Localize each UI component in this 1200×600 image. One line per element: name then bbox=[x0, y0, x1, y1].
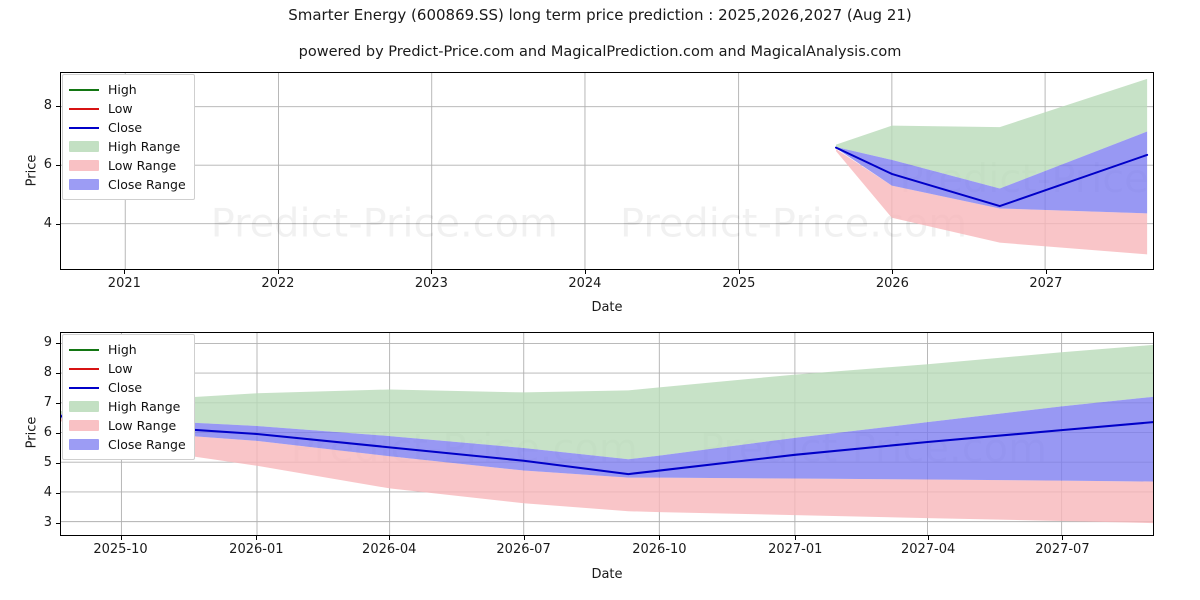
legend-line-swatch-icon bbox=[69, 121, 99, 134]
x-tick-mark bbox=[256, 536, 258, 540]
legend-patch-swatch-icon bbox=[69, 140, 99, 153]
x-tick-label: 2026-01 bbox=[229, 542, 284, 557]
y-tick-mark bbox=[56, 522, 60, 524]
y-tick-label: 6 bbox=[43, 424, 52, 440]
legend-item-low-range: Low Range bbox=[69, 156, 186, 175]
page-title: Smarter Energy (600869.SS) long term pri… bbox=[288, 6, 912, 24]
y-tick-mark bbox=[56, 492, 60, 494]
x-tick-mark bbox=[120, 536, 122, 540]
legend-line-swatch-icon bbox=[69, 83, 99, 96]
x-tick-mark bbox=[795, 536, 797, 540]
x-tick-label: 2021 bbox=[107, 276, 141, 291]
x-tick-mark bbox=[928, 536, 930, 540]
y-tick-mark bbox=[56, 372, 60, 374]
x-tick-mark bbox=[431, 270, 433, 274]
x-tick-label: 2026 bbox=[875, 276, 909, 291]
y-tick-label: 4 bbox=[43, 216, 52, 232]
legend-patch-swatch-icon bbox=[69, 400, 99, 413]
y-tick-label: 5 bbox=[43, 454, 52, 470]
x-tick-mark bbox=[389, 536, 391, 540]
legend-item-label: High Range bbox=[108, 399, 181, 414]
legend-item-label: Close bbox=[108, 120, 143, 135]
legend-item-label: High bbox=[108, 342, 137, 357]
y-tick-label: 8 bbox=[43, 97, 52, 113]
x-tick-mark bbox=[277, 270, 279, 274]
legend-item-label: Low Range bbox=[108, 158, 177, 173]
legend-item-close: Close bbox=[69, 118, 186, 137]
legend-item-high: High bbox=[69, 80, 186, 99]
x-tick-mark bbox=[1045, 270, 1047, 274]
legend-item-label: Close Range bbox=[108, 437, 186, 452]
legend-item-label: Low bbox=[108, 361, 133, 376]
legend-item-low: Low bbox=[69, 99, 186, 118]
overview-chart-panel: Predict-Price.comPredict-Price.comPredic… bbox=[60, 72, 1154, 270]
x-tick-label: 2026-04 bbox=[362, 542, 417, 557]
x-tick-label: 2027-07 bbox=[1035, 542, 1090, 557]
legend-item-low-range: Low Range bbox=[69, 416, 186, 435]
x-tick-mark bbox=[124, 270, 126, 274]
legend-item-high: High bbox=[69, 340, 186, 359]
legend-item-close-range: Close Range bbox=[69, 175, 186, 194]
legend-line-swatch-icon bbox=[69, 381, 99, 394]
x-tick-mark bbox=[523, 536, 525, 540]
y-tick-mark bbox=[56, 165, 60, 167]
x-tick-label: 2023 bbox=[414, 276, 448, 291]
overview-x-axis-label: Date bbox=[591, 300, 623, 315]
x-tick-label: 2022 bbox=[261, 276, 295, 291]
page-subtitle: powered by Predict-Price.com and Magical… bbox=[298, 44, 902, 60]
legend-line-swatch-icon bbox=[69, 362, 99, 375]
legend-item-label: Low bbox=[108, 101, 133, 116]
y-tick-label: 9 bbox=[43, 334, 52, 350]
x-tick-label: 2026-10 bbox=[632, 542, 687, 557]
legend-item-close: Close bbox=[69, 378, 186, 397]
legend-item-close-range: Close Range bbox=[69, 435, 186, 454]
legend-item-high-range: High Range bbox=[69, 137, 186, 156]
x-tick-mark bbox=[1062, 536, 1064, 540]
x-tick-label: 2027-01 bbox=[768, 542, 823, 557]
y-tick-label: 7 bbox=[43, 394, 52, 410]
legend-patch-swatch-icon bbox=[69, 178, 99, 191]
legend-patch-swatch-icon bbox=[69, 159, 99, 172]
x-tick-label: 2024 bbox=[568, 276, 602, 291]
legend-line-swatch-icon bbox=[69, 102, 99, 115]
x-tick-mark bbox=[659, 536, 661, 540]
x-tick-label: 2025-10 bbox=[93, 542, 148, 557]
forecast-legend: High Low Close High Range Low Range Close Ran… bbox=[62, 334, 195, 460]
legend-item-label: Low Range bbox=[108, 418, 177, 433]
legend-item-label: High bbox=[108, 82, 137, 97]
legend-item-high-range: High Range bbox=[69, 397, 186, 416]
legend-item-low: Low bbox=[69, 359, 186, 378]
svg-text:Predict-Price.com: Predict-Price.com bbox=[211, 200, 558, 246]
y-tick-mark bbox=[56, 432, 60, 434]
x-tick-label: 2027 bbox=[1029, 276, 1063, 291]
legend-item-label: High Range bbox=[108, 139, 181, 154]
legend-patch-swatch-icon bbox=[69, 419, 99, 432]
legend-item-label: Close Range bbox=[108, 177, 186, 192]
y-tick-mark bbox=[56, 105, 60, 107]
y-tick-mark bbox=[56, 462, 60, 464]
overview-plot-area: Predict-Price.comPredict-Price.comPredic… bbox=[61, 73, 1153, 269]
y-tick-mark bbox=[56, 402, 60, 404]
x-tick-label: 2025 bbox=[722, 276, 756, 291]
legend-patch-swatch-icon bbox=[69, 438, 99, 451]
y-tick-label: 8 bbox=[43, 364, 52, 380]
overview-legend: High Low Close High Range Low Range Close Ran… bbox=[62, 74, 195, 200]
legend-item-label: Close bbox=[108, 380, 143, 395]
y-tick-mark bbox=[56, 224, 60, 226]
legend-line-swatch-icon bbox=[69, 343, 99, 356]
x-tick-mark bbox=[584, 270, 586, 274]
x-tick-label: 2026-07 bbox=[496, 542, 551, 557]
y-tick-label: 4 bbox=[43, 484, 52, 500]
x-tick-label: 2027-04 bbox=[900, 542, 956, 557]
y-tick-label: 6 bbox=[43, 157, 52, 173]
x-tick-mark bbox=[738, 270, 740, 274]
y-tick-mark bbox=[56, 342, 60, 344]
x-tick-mark bbox=[892, 270, 894, 274]
y-tick-label: 3 bbox=[43, 514, 52, 530]
forecast-x-axis-label: Date bbox=[591, 567, 623, 582]
